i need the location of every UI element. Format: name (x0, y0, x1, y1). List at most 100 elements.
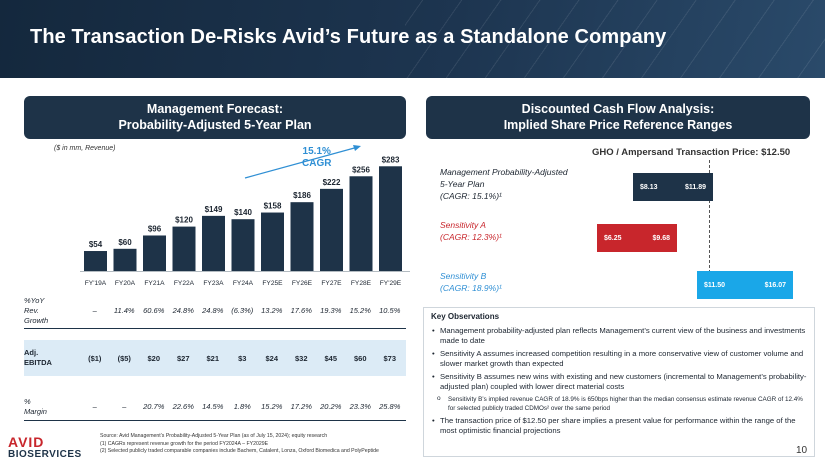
table-cell: 1.8% (233, 402, 251, 411)
cagr-text: CAGR (302, 158, 332, 169)
x-tick-label: FY'19A (85, 280, 107, 287)
banner-decoration (405, 0, 825, 78)
scenario-management-line2: 5-Year Plan (440, 179, 485, 189)
scenario-sensitivity-b-label: Sensitivity B (CAGR: 18.9%)¹ (440, 270, 502, 294)
table-cell: $21 (206, 353, 219, 363)
margin-label-line2: Margin (24, 406, 47, 416)
x-tick-label: FY28E (351, 280, 372, 287)
table-cell: ($5) (117, 353, 131, 363)
scenario-a-line2: (CAGR: 12.3%)¹ (440, 232, 502, 242)
range-high: $11.89 (684, 183, 706, 191)
range-high: $16.07 (764, 281, 786, 289)
left-panel-title-line1: Management Forecast: (146, 102, 284, 116)
range-high: $9.68 (652, 234, 670, 242)
bar-FY20A (113, 248, 137, 271)
table-cell: $45 (324, 353, 337, 363)
growth-label-line2: Rev. (24, 305, 39, 315)
scenario-management-line3: (CAGR: 15.1%)¹ (440, 191, 502, 201)
table-cell: $20 (147, 353, 160, 363)
company-logo: AVID BIOSERVICES (8, 435, 96, 463)
cagr-arrow-head (353, 145, 361, 151)
table-cell: $27 (176, 353, 190, 363)
bar-FY21A (143, 235, 166, 271)
table-cell: 11.4% (113, 306, 135, 315)
scenario-b-line1: Sensitivity B (440, 271, 487, 281)
table-cell: (6.3%) (231, 306, 254, 315)
table-cell: – (92, 402, 97, 411)
ebitda-label: Adj. EBITDA (24, 348, 80, 368)
table-cell: 22.6% (172, 402, 194, 411)
table-cell: 17.6% (290, 306, 312, 315)
bar-FY26E (290, 202, 314, 271)
bar-value-label: $158 (264, 202, 282, 211)
bar-value-label: $256 (352, 165, 370, 174)
header-banner: The Transaction De-Risks Avid’s Future a… (0, 0, 825, 78)
bar-value-label: $96 (148, 224, 162, 233)
table-cell: 13.2% (261, 306, 283, 315)
range-low: $6.25 (604, 234, 622, 242)
table-cell: 14.5% (202, 402, 224, 411)
table-cell: 15.2% (261, 402, 283, 411)
bar-value-label: $186 (293, 191, 311, 200)
scenario-sensitivity-a-label: Sensitivity A (CAGR: 12.3%)¹ (440, 219, 502, 243)
bar-value-label: $222 (323, 178, 341, 187)
x-tick-label: FY'29E (380, 280, 402, 287)
cagr-annotation: 15.1% CAGR (302, 146, 331, 170)
reference-price: GHO / Ampersand Transaction Price: $12.5… (592, 147, 791, 158)
range-bar-sensitivity-a: $6.25 $9.68 (597, 224, 677, 252)
table-cell: $24 (265, 353, 278, 363)
table-cell: $60 (353, 353, 367, 363)
x-tick-label: FY21A (144, 280, 165, 287)
table-cell: 17.2% (290, 402, 312, 411)
observation-bullet: The transaction price of $12.50 per shar… (431, 416, 807, 436)
observation-bullet: Sensitivity B assumes new wins with exis… (431, 372, 807, 392)
range-bar-sensitivity-b: $11.50 $16.07 (697, 271, 793, 299)
page-title: The Transaction De-Risks Avid’s Future a… (30, 26, 667, 48)
growth-label-line1: %YoY (24, 295, 45, 305)
observation-bullet: Sensitivity A assumes increased competit… (431, 349, 807, 369)
x-tick-label: FY25E (262, 280, 283, 287)
range-low: $11.50 (704, 281, 726, 289)
scenario-b-line2: (CAGR: 18.9%)¹ (440, 283, 502, 293)
table-cell: 60.6% (143, 306, 165, 315)
cagr-value: 15.1% (302, 146, 331, 157)
bar-FY'19A (84, 251, 107, 271)
x-tick-label: FY27E (321, 280, 342, 287)
logo-line2: BIOSERVICES (8, 449, 82, 460)
bar-FY25E (261, 212, 284, 271)
table-cell: 24.8% (172, 306, 194, 315)
observations-title: Key Observations (431, 312, 500, 321)
revenue-bar-chart: $54 FY'19A $60 FY20A $96 FY21A $120 FY22A $149 FY… (80, 145, 410, 287)
bar-value-label: $140 (234, 208, 252, 217)
observation-sub-bullet: Sensitivity B’s implied revenue CAGR of … (431, 394, 807, 413)
table-row-ebitda: Adj. EBITDA ($1) ($5) $20 $27 $21 $3 $24… (24, 340, 406, 376)
bar-value-label: $120 (175, 216, 193, 225)
table-cell: 20.7% (143, 402, 165, 411)
bar-value-label: $283 (382, 155, 400, 164)
table-cell: 20.2% (320, 402, 342, 411)
scenario-management-label: Management Probability-Adjusted 5-Year P… (440, 166, 568, 202)
scenario-management-line1: Management Probability-Adjusted (440, 167, 568, 177)
footnote-1: (1) CAGRs represent revenue growth for t… (100, 440, 269, 447)
margin-cells: – – 20.7% 22.6% 14.5% 1.8% 15.2% 17.2% 2… (80, 402, 405, 411)
table-cell: $3 (238, 353, 247, 363)
cagr-arrow (244, 146, 359, 179)
range-low: $8.13 (640, 183, 658, 191)
growth-cells: – 11.4% 60.6% 24.8% 24.8% (6.3%) 13.2% 1… (80, 306, 405, 315)
key-observations-box: Key Observations Management probability-… (423, 307, 815, 457)
bar-FY24A (231, 219, 255, 271)
bar-FY'29E (379, 166, 402, 271)
range-bar-management: $8.13 $11.89 (633, 173, 713, 201)
table-cell: $73 (383, 353, 396, 363)
bar-FY23A (202, 215, 225, 271)
footnote-source: Source: Avid Management’s Probability-Ad… (100, 433, 328, 439)
bar-FY28E (349, 176, 373, 271)
table-cell: – (92, 306, 97, 315)
bar-FY22A (172, 226, 196, 271)
footnote-2: (2) Selected publicly traded comparable … (100, 448, 379, 454)
ebitda-label-line2: EBITDA (24, 358, 52, 367)
x-tick-label: FY22A (174, 280, 195, 287)
table-cell: 15.2% (349, 306, 371, 315)
right-panel-title-line2: Implied Share Price Reference Ranges (503, 118, 733, 132)
ebitda-label-line1: Adj. (24, 348, 39, 357)
